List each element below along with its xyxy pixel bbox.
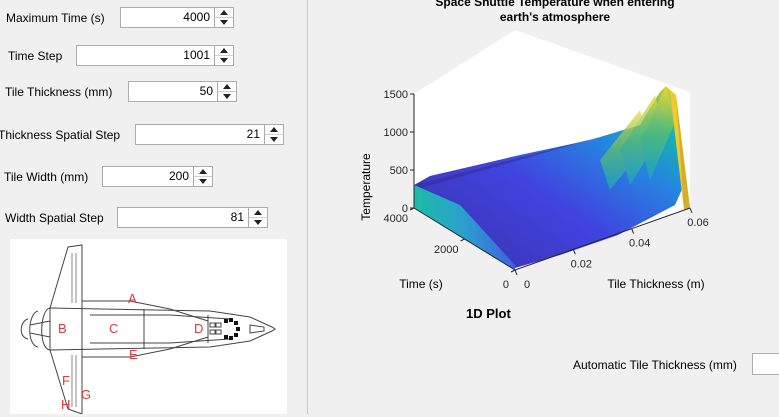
max-time-input[interactable]: 4000 — [120, 7, 215, 28]
width-spatial-step-label: Width Spatial Step — [5, 211, 104, 225]
width-spatial-step-spinner[interactable]: 81 — [117, 207, 268, 228]
tile-thickness-input[interactable]: 50 — [128, 81, 218, 102]
decrement-arrow-icon[interactable] — [218, 92, 236, 102]
plot-title-line-1: Space Shuttle Temperature when entering — [435, 0, 675, 9]
increment-arrow-icon[interactable] — [265, 125, 283, 135]
thickness-spatial-step-spin-buttons[interactable] — [265, 124, 284, 145]
decrement-arrow-icon[interactable] — [215, 56, 233, 66]
plot-title-line-2: earth's atmosphere — [499, 10, 611, 24]
max-time-spin-buttons[interactable] — [215, 7, 234, 28]
tile-thickness-spinner[interactable]: 50 — [128, 81, 237, 102]
thickness-spatial-step-input[interactable]: 21 — [135, 124, 265, 145]
plot-caption: 1D Plot — [466, 306, 511, 321]
region-label-a: A — [128, 291, 137, 306]
width-spatial-step-spin-buttons[interactable] — [249, 207, 268, 228]
increment-arrow-icon[interactable] — [194, 167, 212, 177]
max-time-spinner[interactable]: 4000 — [120, 7, 234, 28]
region-label-b: B — [58, 321, 67, 336]
region-label-h: H — [61, 397, 70, 412]
tile-width-input[interactable]: 200 — [102, 166, 194, 187]
automatic-thickness-input[interactable] — [752, 353, 779, 375]
tile-width-spin-buttons[interactable] — [194, 166, 213, 187]
panel-divider — [307, 0, 308, 414]
increment-arrow-icon[interactable] — [215, 46, 233, 56]
thickness-spatial-step-spinner[interactable]: 21 — [135, 124, 284, 145]
automatic-thickness-label: Automatic Tile Thickness (mm) — [573, 358, 737, 372]
time-step-spinner[interactable]: 1001 — [76, 45, 234, 66]
shuttle-outline-image: A B C D E F G H — [20, 244, 276, 415]
region-label-f: F — [62, 373, 70, 388]
width-spatial-step-input[interactable]: 81 — [117, 207, 249, 228]
decrement-arrow-icon[interactable] — [194, 177, 212, 187]
increment-arrow-icon[interactable] — [249, 208, 267, 218]
decrement-arrow-icon[interactable] — [249, 218, 267, 228]
region-label-g: G — [81, 387, 91, 402]
parameters-panel: Maximum Time (s) 4000 Time Step 1001 Til… — [0, 0, 307, 415]
tile-thickness-spin-buttons[interactable] — [218, 81, 237, 102]
plot-panel — [308, 0, 779, 414]
region-label-c: C — [109, 321, 118, 336]
tile-thickness-label: Tile Thickness (mm) — [5, 85, 113, 99]
decrement-arrow-icon[interactable] — [265, 135, 283, 145]
tile-width-spinner[interactable]: 200 — [102, 166, 213, 187]
plot-title: Space Shuttle Temperature when entering … — [405, 0, 705, 25]
shuttle-diagram: A B C D E F G H — [10, 239, 287, 415]
region-label-d: D — [194, 321, 203, 336]
max-time-label: Maximum Time (s) — [6, 11, 105, 25]
region-label-e: E — [129, 347, 138, 362]
increment-arrow-icon[interactable] — [215, 8, 233, 18]
decrement-arrow-icon[interactable] — [215, 18, 233, 28]
tile-width-label: Tile Width (mm) — [4, 170, 89, 184]
time-step-input[interactable]: 1001 — [76, 45, 215, 66]
thickness-spatial-step-label: Thickness Spatial Step — [0, 128, 121, 142]
time-step-label: Time Step — [8, 49, 63, 63]
time-step-spin-buttons[interactable] — [215, 45, 234, 66]
increment-arrow-icon[interactable] — [218, 82, 236, 92]
